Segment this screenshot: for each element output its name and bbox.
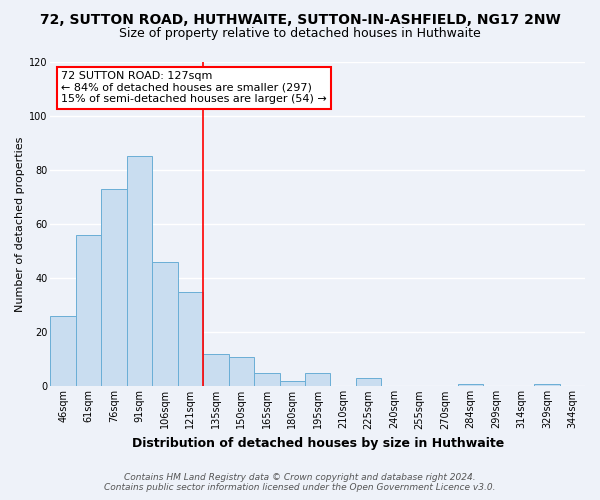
Bar: [203, 354, 229, 386]
Bar: [178, 292, 203, 386]
Text: Size of property relative to detached houses in Huthwaite: Size of property relative to detached ho…: [119, 28, 481, 40]
Bar: [305, 373, 331, 386]
Text: 72, SUTTON ROAD, HUTHWAITE, SUTTON-IN-ASHFIELD, NG17 2NW: 72, SUTTON ROAD, HUTHWAITE, SUTTON-IN-AS…: [40, 12, 560, 26]
Bar: [152, 262, 178, 386]
Text: 72 SUTTON ROAD: 127sqm
← 84% of detached houses are smaller (297)
15% of semi-de: 72 SUTTON ROAD: 127sqm ← 84% of detached…: [61, 71, 327, 104]
Y-axis label: Number of detached properties: Number of detached properties: [15, 136, 25, 312]
Bar: [356, 378, 382, 386]
X-axis label: Distribution of detached houses by size in Huthwaite: Distribution of detached houses by size …: [131, 437, 504, 450]
Bar: [229, 356, 254, 386]
Bar: [76, 235, 101, 386]
Bar: [534, 384, 560, 386]
Bar: [127, 156, 152, 386]
Text: Contains HM Land Registry data © Crown copyright and database right 2024.
Contai: Contains HM Land Registry data © Crown c…: [104, 473, 496, 492]
Bar: [254, 373, 280, 386]
Bar: [101, 188, 127, 386]
Bar: [280, 381, 305, 386]
Bar: [458, 384, 483, 386]
Bar: [50, 316, 76, 386]
